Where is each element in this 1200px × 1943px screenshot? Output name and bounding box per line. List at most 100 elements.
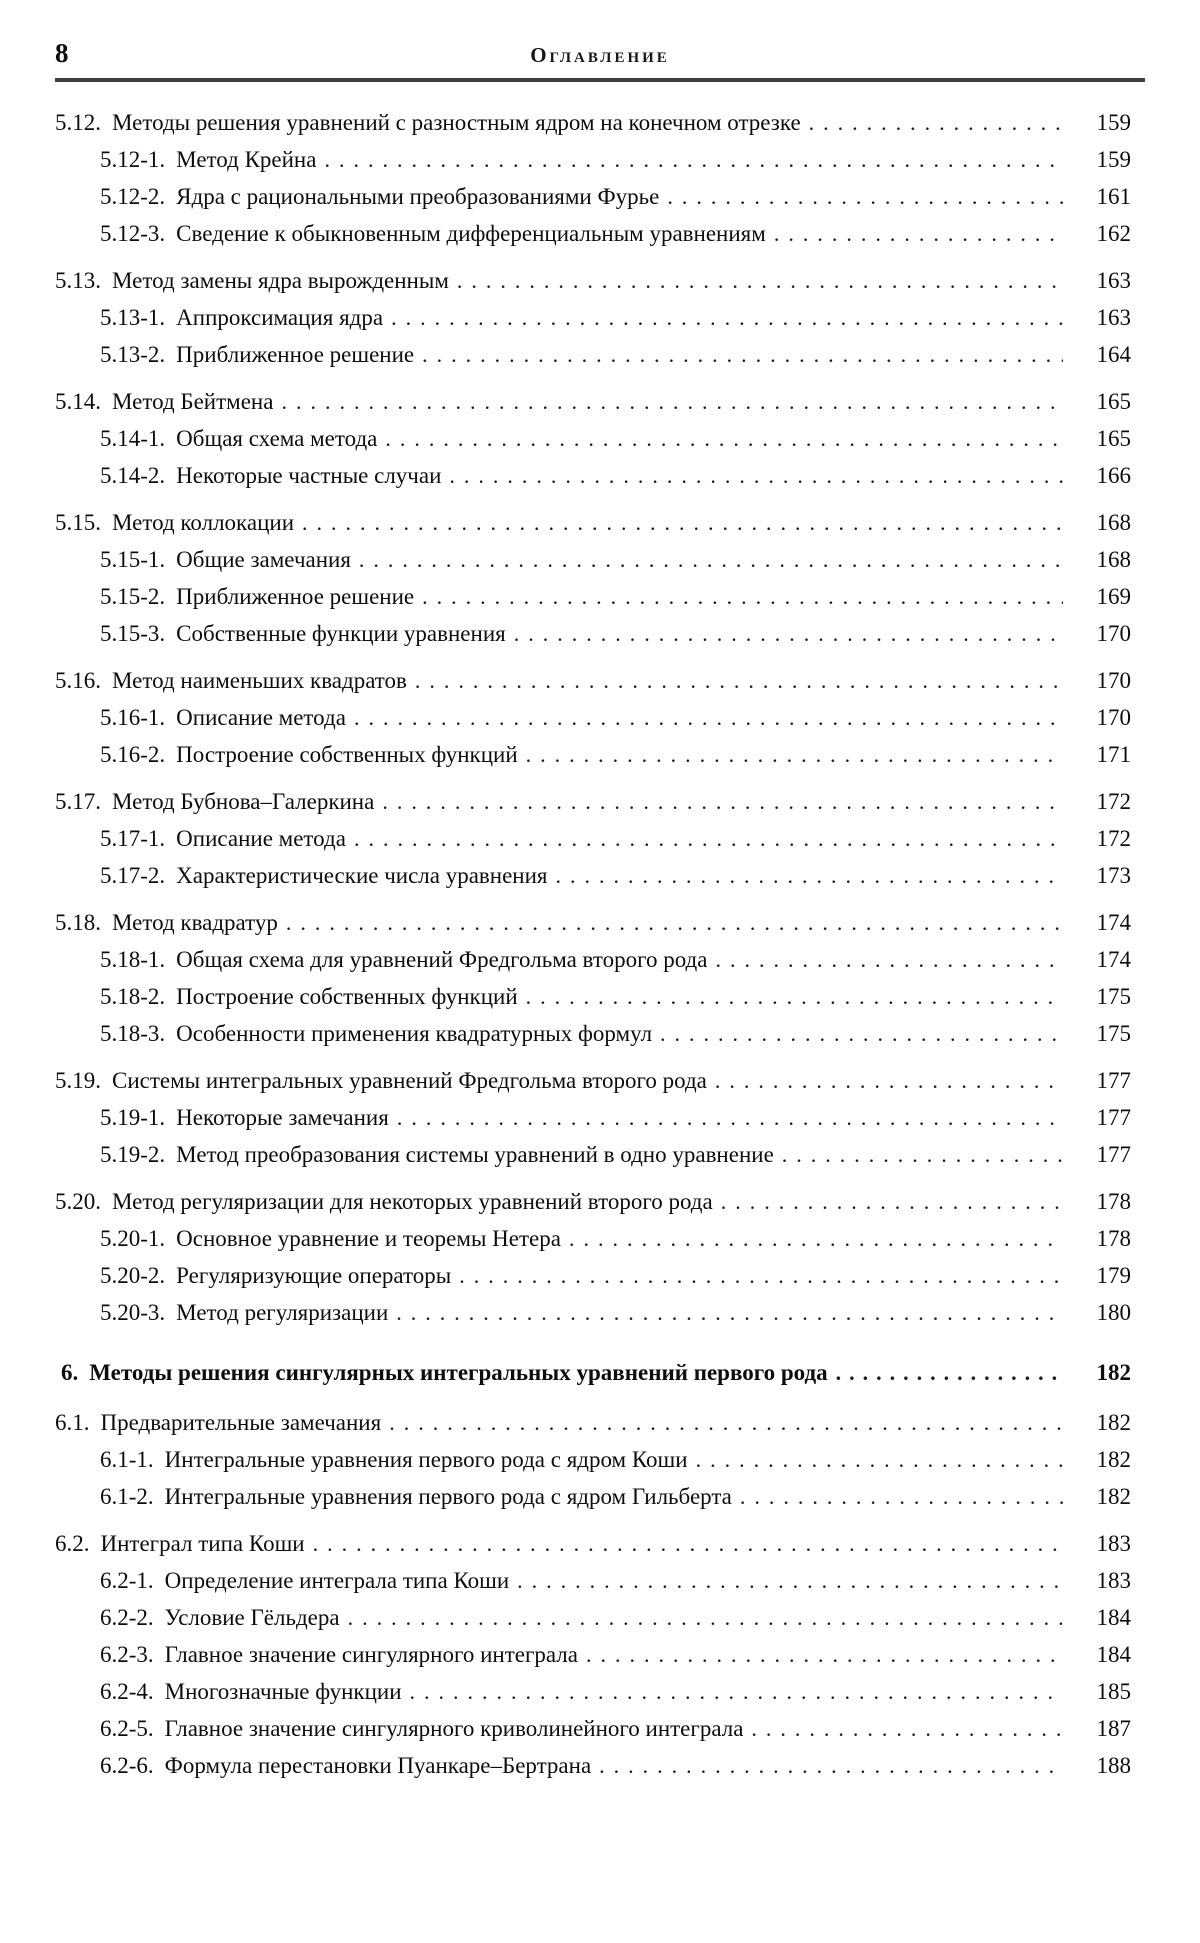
toc-entry: 5.15. Метод коллокации 168 — [55, 504, 1131, 541]
entry-title: Методы решения сингулярных интегральных … — [89, 1360, 828, 1385]
entry-page: 165 — [1096, 426, 1132, 451]
dot-leader — [751, 1710, 1063, 1747]
entry-page: 163 — [1096, 305, 1132, 330]
entry-title: Методы решения уравнений с разностным яд… — [112, 110, 801, 135]
entry-page: 175 — [1096, 984, 1132, 1009]
entry-number: 5.12-3. — [100, 221, 166, 246]
dot-leader — [449, 457, 1063, 494]
entry-number: 5.13-1. — [100, 305, 166, 330]
entry-title: Метод регуляризации — [176, 1300, 389, 1325]
entry-number: 6.1-2. — [100, 1484, 154, 1509]
toc-entry: 5.12-3. Сведение к обыкновенным дифференц… — [55, 215, 1131, 252]
entry-number: 5.15-2. — [100, 584, 166, 609]
entry-number: 5.17-1. — [100, 826, 166, 851]
toc-entry: 5.20. Метод регуляризации для некоторых у… — [55, 1183, 1131, 1220]
dot-leader — [324, 141, 1063, 178]
toc-entry: 5.16-1. Описание метода 170 — [55, 699, 1131, 736]
toc-entry: 6.2-1. Определение интеграла типа Коши 183 — [55, 1562, 1131, 1599]
entry-page: 168 — [1096, 547, 1132, 572]
entry-title: Собственные функции уравнения — [176, 621, 506, 646]
toc-entry: 5.15-1. Общие замечания 168 — [55, 541, 1131, 578]
entry-number: 5.20-2. — [100, 1263, 166, 1288]
toc-entry: 5.14-1. Общая схема метода 165 — [55, 420, 1131, 457]
toc-entry: 6.2-3. Главное значение сингулярного инте… — [55, 1636, 1131, 1673]
entry-page: 161 — [1096, 184, 1132, 209]
entry-number: 5.20-3. — [100, 1300, 166, 1325]
toc-entry: 5.12-2. Ядра с рациональными преобразован… — [55, 178, 1131, 215]
dot-leader — [517, 1562, 1063, 1599]
entry-page: 162 — [1096, 221, 1132, 246]
entry-number: 6.2-2. — [100, 1605, 154, 1630]
entry-number: 5.13. — [55, 268, 101, 293]
entry-title: Главное значение сингулярного интеграла — [164, 1642, 578, 1667]
entry-title: Построение собственных функций — [176, 742, 518, 767]
entry-page: 179 — [1096, 1263, 1132, 1288]
entry-number: 6. — [61, 1360, 79, 1385]
entry-number: 5.18-1. — [100, 947, 166, 972]
toc-entry: 6.1-2. Интегральные уравнения первого род… — [55, 1478, 1131, 1515]
toc-entry: 5.14-2. Некоторые частные случаи 166 — [55, 457, 1131, 494]
entry-title: Некоторые замечания — [176, 1105, 389, 1130]
entry-page: 184 — [1096, 1605, 1132, 1630]
entry-page: 171 — [1096, 742, 1132, 767]
entry-title: Характеристические числа уравнения — [176, 863, 548, 888]
entry-title: Главное значение сингулярного криволиней… — [164, 1716, 744, 1741]
entry-page: 185 — [1096, 1679, 1132, 1704]
toc-entry: 6.2-2. Условие Гёльдера 184 — [55, 1599, 1131, 1636]
dot-leader — [696, 1441, 1063, 1478]
entry-page: 164 — [1096, 342, 1132, 367]
toc-entry: 6.1. Предварительные замечания 182 — [55, 1404, 1131, 1441]
dot-leader — [302, 504, 1063, 541]
toc-entry: 6.2. Интеграл типа Коши 183 — [55, 1525, 1131, 1562]
toc-entry: 5.15-3. Собственные функции уравнения 170 — [55, 615, 1131, 652]
entry-title: Сведение к обыкновенным дифференциальным… — [176, 221, 766, 246]
entry-number: 5.12-1. — [100, 147, 166, 172]
entry-page: 178 — [1096, 1226, 1132, 1251]
dot-leader — [459, 1257, 1063, 1294]
dot-leader — [514, 615, 1063, 652]
entry-number: 5.15-3. — [100, 621, 166, 646]
toc-entry: 6.2-4. Многозначные функции 185 — [55, 1673, 1131, 1710]
entry-number: 6.2-3. — [100, 1642, 154, 1667]
page-title: Оглавление — [530, 43, 670, 67]
dot-leader — [526, 736, 1063, 773]
entry-number: 5.13-2. — [100, 342, 166, 367]
toc-entry: 5.13-2. Приближенное решение 164 — [55, 336, 1131, 373]
entry-page: 170 — [1096, 705, 1132, 730]
entry-title: Ядра с рациональными преобразованиями Фу… — [176, 184, 660, 209]
entry-page: 166 — [1096, 463, 1132, 488]
entry-title: Метод Бубнова–Галеркина — [112, 789, 375, 814]
table-of-contents: 5.12. Методы решения уравнений с разностн… — [55, 104, 1145, 1784]
toc-entry: 5.13-1. Аппроксимация ядра 163 — [55, 299, 1131, 336]
entry-page: 175 — [1096, 1021, 1132, 1046]
dot-leader — [385, 420, 1063, 457]
dot-leader — [422, 578, 1063, 615]
entry-title: Предварительные замечания — [100, 1410, 382, 1435]
dot-leader — [782, 1136, 1063, 1173]
entry-page: 165 — [1096, 389, 1132, 414]
dot-leader — [660, 1015, 1063, 1052]
toc-entry: 5.20-1. Основное уравнение и теоремы Нете… — [55, 1220, 1131, 1257]
entry-title: Общая схема для уравнений Фредгольма вто… — [176, 947, 708, 972]
entry-number: 5.19-2. — [100, 1142, 166, 1167]
entry-page: 183 — [1096, 1531, 1132, 1556]
entry-number: 6.2-4. — [100, 1679, 154, 1704]
toc-entry: 5.15-2. Приближенное решение 169 — [55, 578, 1131, 615]
toc-entry: 6.2-5. Главное значение сингулярного крив… — [55, 1710, 1131, 1747]
entry-number: 6.1. — [55, 1410, 90, 1435]
entry-number: 5.14-1. — [100, 426, 166, 451]
entry-number: 6.2-5. — [100, 1716, 154, 1741]
entry-title: Метод преобразования системы уравнений в… — [176, 1142, 774, 1167]
entry-number: 5.15-1. — [100, 547, 166, 572]
dot-leader — [740, 1478, 1063, 1515]
dot-leader — [586, 1636, 1063, 1673]
toc-entry: 5.13. Метод замены ядра вырожденным 163 — [55, 262, 1131, 299]
entry-page: 177 — [1096, 1105, 1132, 1130]
toc-entry: 5.17. Метод Бубнова–Галеркина 172 — [55, 783, 1131, 820]
entry-title: Формула перестановки Пуанкаре–Бертрана — [164, 1753, 592, 1778]
dot-leader — [281, 383, 1063, 420]
entry-title: Основное уравнение и теоремы Нетера — [176, 1226, 561, 1251]
entry-number: 5.16-2. — [100, 742, 166, 767]
entry-title: Приближенное решение — [176, 342, 415, 367]
